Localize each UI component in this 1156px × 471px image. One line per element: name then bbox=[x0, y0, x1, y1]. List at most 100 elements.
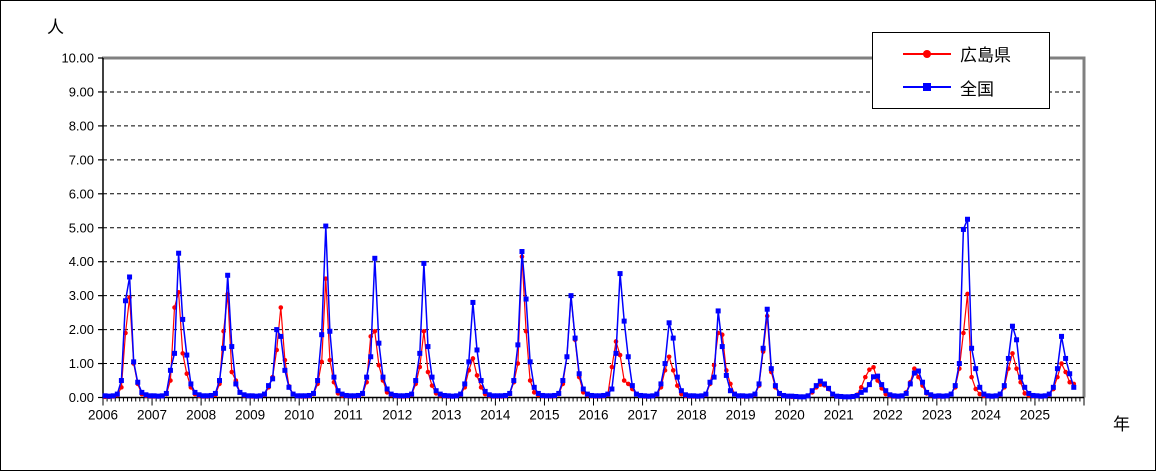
series-1-marker bbox=[629, 383, 635, 389]
y-tick-label: 5.00 bbox=[69, 220, 94, 235]
series-1-marker bbox=[666, 320, 672, 326]
series-1-marker bbox=[552, 392, 558, 398]
series-0-marker bbox=[1067, 379, 1072, 385]
series-1-marker bbox=[110, 393, 116, 399]
series-1-marker bbox=[1046, 391, 1052, 397]
series-1-marker bbox=[225, 272, 231, 278]
series-1-marker bbox=[527, 359, 533, 365]
series-0-marker bbox=[617, 352, 623, 358]
series-1-marker bbox=[478, 378, 484, 384]
series-1-marker bbox=[1071, 384, 1077, 390]
year-label: 2019 bbox=[726, 408, 756, 423]
series-1-marker bbox=[617, 271, 623, 277]
series-1-marker bbox=[147, 393, 153, 399]
series-1-marker bbox=[605, 391, 611, 397]
series-1-marker bbox=[1034, 393, 1040, 399]
series-1-marker bbox=[687, 393, 693, 399]
legend: 広島県 全国 bbox=[872, 32, 1050, 109]
series-1-marker bbox=[409, 391, 415, 397]
series-1-marker bbox=[261, 391, 267, 397]
series-1-marker bbox=[384, 386, 390, 392]
y-tick-label: 0.00 bbox=[69, 390, 94, 405]
series-0-marker bbox=[319, 359, 324, 365]
series-1-marker bbox=[413, 378, 419, 384]
series-1-marker bbox=[364, 374, 370, 380]
series-1-marker bbox=[139, 389, 145, 395]
series-1-marker bbox=[503, 392, 509, 398]
series-1-marker bbox=[1022, 384, 1028, 390]
series-0-marker bbox=[1014, 366, 1019, 371]
series-1-marker bbox=[433, 388, 439, 394]
series-1-marker bbox=[135, 379, 141, 385]
series-1-marker bbox=[997, 391, 1003, 397]
series-1-marker bbox=[895, 393, 901, 399]
series-1-marker bbox=[351, 393, 357, 399]
year-label: 2024 bbox=[971, 408, 1002, 423]
series-1-marker bbox=[682, 392, 688, 398]
series-1-marker bbox=[642, 393, 648, 399]
series-1-marker bbox=[458, 391, 464, 397]
series-1-marker bbox=[638, 392, 644, 398]
series-1-marker bbox=[118, 378, 124, 384]
series-1-marker bbox=[772, 383, 778, 389]
y-axis-unit-label: 人 bbox=[47, 18, 65, 37]
series-1-marker bbox=[245, 393, 251, 399]
series-1-marker bbox=[805, 393, 811, 399]
series-1-marker bbox=[208, 392, 214, 398]
series-1-marker bbox=[826, 385, 832, 391]
year-label: 2012 bbox=[382, 408, 412, 423]
series-1-marker bbox=[973, 366, 979, 372]
series-1-marker bbox=[221, 345, 227, 351]
series-1-marker bbox=[315, 378, 321, 384]
series-1-marker bbox=[355, 392, 361, 398]
series-1-marker bbox=[646, 393, 652, 399]
series-1-marker bbox=[789, 393, 795, 399]
year-label: 2021 bbox=[824, 408, 854, 423]
series-1-marker bbox=[445, 393, 451, 399]
series-1-marker bbox=[474, 347, 480, 353]
series-1-marker bbox=[744, 393, 750, 399]
year-label: 2008 bbox=[186, 408, 216, 423]
series-1-marker bbox=[883, 388, 889, 394]
series-1-marker bbox=[670, 335, 676, 341]
series-1-marker bbox=[830, 391, 836, 397]
series-0-marker bbox=[478, 385, 484, 390]
series-1-marker bbox=[834, 393, 840, 399]
year-label: 2017 bbox=[628, 408, 658, 423]
series-1-marker bbox=[564, 354, 570, 360]
series-1-marker bbox=[327, 328, 333, 334]
x-axis-unit-label: 年 bbox=[1113, 415, 1131, 434]
series-1-marker bbox=[699, 393, 705, 399]
series-1-marker bbox=[621, 318, 627, 324]
year-label: 2015 bbox=[529, 408, 559, 423]
year-label: 2022 bbox=[873, 408, 903, 423]
series-1-marker bbox=[515, 342, 521, 348]
series-1-marker bbox=[1014, 337, 1020, 343]
year-label: 2025 bbox=[1020, 408, 1050, 423]
series-0-marker bbox=[621, 378, 627, 383]
series-1-marker bbox=[1067, 371, 1073, 377]
series-1-marker bbox=[932, 393, 938, 399]
legend-item-hiroshima: 広島県 bbox=[903, 41, 1049, 66]
series-1-marker bbox=[531, 384, 537, 390]
series-1-marker bbox=[764, 306, 770, 312]
series-1-marker bbox=[797, 394, 803, 400]
series-1-marker bbox=[376, 340, 382, 346]
series-1-marker bbox=[122, 298, 128, 304]
y-tick-label: 1.00 bbox=[69, 356, 94, 371]
series-1-marker bbox=[981, 391, 987, 397]
series-1-marker bbox=[711, 374, 717, 380]
series-1-marker bbox=[1009, 323, 1015, 329]
y-tick-label: 9.00 bbox=[69, 84, 94, 99]
series-1-marker bbox=[106, 393, 112, 399]
series-1-marker bbox=[102, 393, 108, 399]
series-1-marker bbox=[1050, 384, 1056, 390]
series-1-marker bbox=[1026, 390, 1032, 396]
series-1-marker bbox=[597, 393, 603, 399]
series-0-marker bbox=[666, 354, 672, 360]
series-1-marker bbox=[278, 333, 284, 339]
series-1-marker bbox=[793, 393, 799, 399]
series-1-marker bbox=[519, 249, 525, 255]
